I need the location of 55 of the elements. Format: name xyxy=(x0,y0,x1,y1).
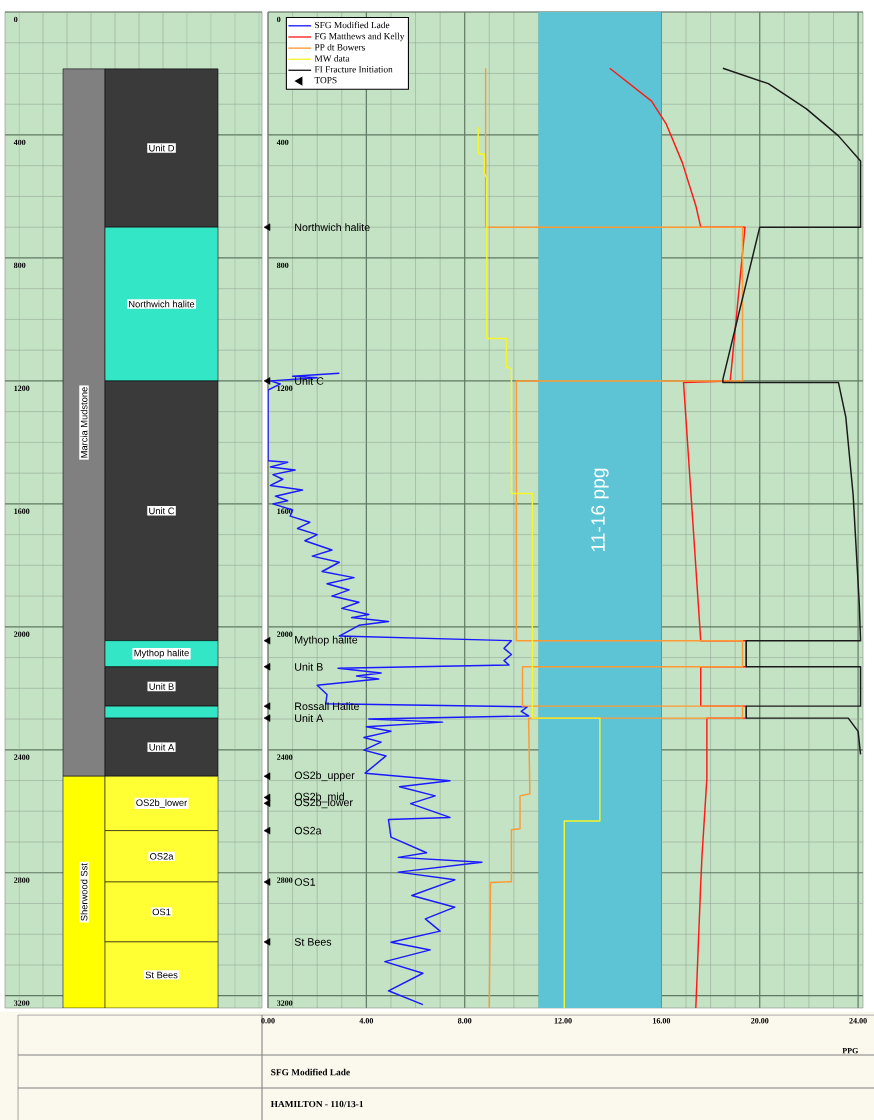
y-tick-label: 2000 xyxy=(14,631,30,637)
series-label: Marcia Mudstone xyxy=(80,387,88,458)
x-tick-label: 4.00 xyxy=(359,1018,374,1024)
annotation: Unit C xyxy=(295,376,324,385)
y-tick-label: 400 xyxy=(13,139,26,146)
legend-label: FI Fracture Initiation xyxy=(314,66,393,73)
y-tick-label: 0 xyxy=(277,16,281,23)
annotation: Mythop halite xyxy=(295,635,358,646)
y-tick-label: 1600 xyxy=(14,508,30,514)
y-tick-label: 2800 xyxy=(277,877,293,883)
x-axis-title: PPG xyxy=(842,1047,859,1054)
x-tick-label: 20.00 xyxy=(751,1018,769,1024)
annotation: OS2b_upper xyxy=(294,771,355,782)
annotation: Unit B xyxy=(295,662,323,671)
y-tick-label: 800 xyxy=(13,262,26,269)
series-label: Northwich halite xyxy=(129,300,195,308)
series-label: Unit C xyxy=(149,507,175,515)
x-tick-label: 24.00 xyxy=(849,1018,867,1024)
series-label: Unit B xyxy=(149,683,174,690)
x-tick-label: 8.00 xyxy=(457,1018,472,1024)
series-label: Sherwood Sst xyxy=(80,863,88,921)
y-tick-label: 2000 xyxy=(277,631,293,637)
x-tick-label: 12.00 xyxy=(554,1018,572,1024)
series-label: Unit A xyxy=(149,743,175,751)
legend-label: FG Matthews and Kelly xyxy=(314,32,405,42)
y-tick-label: 2400 xyxy=(14,754,30,760)
y-tick-label: 1200 xyxy=(277,385,293,392)
band-label: 11-16 ppg xyxy=(591,468,609,552)
series-label: OS2a xyxy=(150,853,174,860)
series-label: OS2b_lower xyxy=(136,799,188,808)
x-tick-label: 0.00 xyxy=(261,1018,275,1024)
legend-label: PP dt Bowers xyxy=(314,43,365,51)
annotation: St Bees xyxy=(294,938,332,946)
legend-label: SFG Modified Lade xyxy=(315,21,390,29)
annotation: Unit A xyxy=(295,714,324,723)
y-tick-label: 2400 xyxy=(277,754,293,760)
series-label: OS1 xyxy=(152,908,171,916)
series-label: Mythop halite xyxy=(134,649,189,659)
text: SFG Modified Lade xyxy=(271,1068,350,1076)
y-tick-label: 0 xyxy=(14,16,18,23)
series-label: Unit D xyxy=(149,144,175,152)
annotation: OS1 xyxy=(294,878,316,886)
y-tick-label: 800 xyxy=(276,262,289,269)
y-tick-label: 2800 xyxy=(14,877,30,883)
annotation: OS2a xyxy=(294,826,322,835)
y-tick-label: 1200 xyxy=(14,385,30,392)
x-tick-label: 16.00 xyxy=(653,1018,671,1024)
y-tick-label: 3200 xyxy=(277,1000,293,1006)
annotation: Northwich halite xyxy=(295,223,370,232)
legend-label: MW data xyxy=(314,55,350,62)
y-tick-label: 400 xyxy=(276,139,289,146)
legend-label: TOPS xyxy=(314,77,337,84)
y-tick-label: 3200 xyxy=(14,1000,30,1006)
text: HAMILTON - 110/13-1 xyxy=(270,1100,364,1108)
series-label: St Bees xyxy=(145,971,178,979)
